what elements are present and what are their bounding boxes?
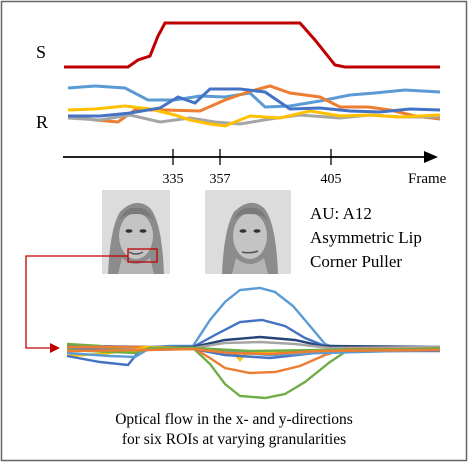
connector-line xyxy=(25,255,128,349)
optical-flow-curves xyxy=(66,286,441,400)
frame-axis: 335 357 405 Frame xyxy=(63,149,447,187)
au-name-line1: Asymmetric Lip xyxy=(310,228,422,247)
tick-label-357: 357 xyxy=(210,172,231,187)
s-row-label: S xyxy=(36,42,46,62)
flow-curve-orange-flat xyxy=(66,347,441,356)
tick-label-405: 405 xyxy=(321,172,342,187)
face-photo-onset xyxy=(102,190,170,274)
au-name-line2: Corner Puller xyxy=(310,252,402,271)
frame-axis-arrowhead xyxy=(424,151,438,163)
r-curve-dark-blue xyxy=(68,87,441,118)
r-curve-yellow xyxy=(67,104,441,128)
roi-connector xyxy=(25,255,128,353)
arrow-right-icon xyxy=(50,343,60,353)
caption-line2: for six ROIs at varying granularities xyxy=(122,431,346,448)
caption-line1: Optical flow in the x- and y-directions xyxy=(115,411,353,428)
s-curve xyxy=(64,21,440,69)
tick-label-335: 335 xyxy=(163,172,184,187)
r-curves xyxy=(67,84,441,128)
au-code: AU: A12 xyxy=(310,204,372,223)
frame-axis-label: Frame xyxy=(408,171,447,187)
r-row-label: R xyxy=(36,112,48,132)
face-photo-apex xyxy=(205,190,291,274)
